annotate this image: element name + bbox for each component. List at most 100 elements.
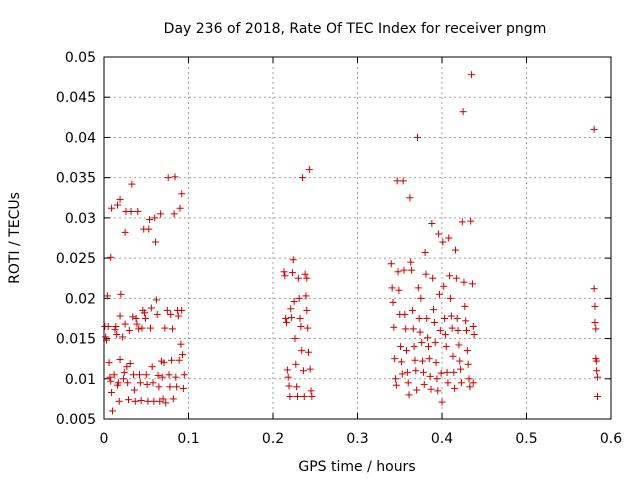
data-point — [590, 125, 598, 133]
data-point — [119, 333, 127, 341]
data-point — [290, 298, 298, 306]
data-point — [125, 327, 133, 335]
data-point — [303, 306, 311, 314]
y-axis-label: ROTI / TECUs — [7, 192, 23, 284]
x-tick-label: 0.4 — [431, 431, 453, 447]
data-point — [107, 253, 115, 261]
data-point — [449, 352, 457, 360]
data-point — [398, 370, 406, 378]
data-point — [415, 314, 423, 322]
data-point — [452, 246, 460, 254]
data-point — [298, 347, 306, 355]
x-tick-label: 0.3 — [346, 431, 368, 447]
data-point — [593, 373, 601, 381]
data-point — [115, 397, 123, 405]
data-point — [155, 383, 163, 391]
data-point — [440, 282, 448, 290]
data-point — [434, 387, 442, 395]
data-point — [176, 204, 184, 212]
y-tick-label: 0.04 — [65, 130, 96, 146]
data-point — [456, 357, 464, 365]
data-point — [442, 343, 450, 351]
data-point — [108, 204, 116, 212]
data-point — [126, 359, 134, 367]
data-point — [158, 373, 166, 381]
data-point — [289, 256, 297, 264]
data-point — [390, 323, 398, 331]
data-point — [104, 322, 112, 330]
data-point — [151, 214, 159, 222]
data-point — [150, 397, 158, 405]
data-point — [136, 379, 144, 387]
data-point — [399, 177, 407, 185]
data-point — [446, 272, 454, 280]
data-point — [469, 379, 477, 387]
data-point — [281, 272, 289, 280]
data-point — [397, 343, 405, 351]
data-point — [306, 365, 314, 373]
data-point — [130, 371, 138, 379]
data-point — [108, 407, 116, 415]
data-point — [459, 108, 467, 116]
data-point — [135, 325, 143, 333]
data-point — [413, 133, 421, 141]
data-point — [468, 71, 476, 79]
data-point — [590, 285, 598, 293]
data-point — [388, 284, 396, 292]
data-point — [443, 368, 451, 376]
data-point — [592, 325, 600, 333]
data-point — [296, 314, 304, 322]
data-point — [152, 296, 160, 304]
data-point — [407, 258, 415, 266]
data-point — [106, 373, 114, 381]
data-point — [299, 174, 307, 182]
data-point — [423, 314, 431, 322]
data-point — [128, 180, 136, 188]
data-point — [426, 372, 434, 380]
data-point — [175, 356, 183, 364]
data-point — [112, 322, 120, 330]
data-point — [463, 327, 471, 335]
data-point — [111, 326, 119, 334]
data-point — [164, 174, 172, 182]
data-point — [178, 190, 186, 198]
data-point — [408, 306, 416, 314]
data-point — [129, 313, 137, 321]
data-point — [465, 375, 473, 383]
data-point — [470, 331, 478, 339]
data-point — [168, 325, 176, 333]
data-point — [453, 314, 461, 322]
data-point — [154, 372, 162, 380]
data-point — [448, 324, 456, 332]
axis-ticks: 0 0.1 0.2 0.3 0.4 0.5 0.6 0.005 0.01 0.015 0.02 0.0… — [56, 50, 622, 447]
data-point — [308, 392, 316, 400]
data-point — [299, 367, 307, 375]
plot-frame — [103, 56, 612, 420]
data-point — [432, 359, 440, 367]
y-tick-label: 0.015 — [56, 332, 96, 348]
data-point — [591, 318, 599, 326]
data-point — [431, 339, 439, 347]
data-point — [392, 381, 400, 389]
data-point — [421, 248, 429, 256]
data-point — [288, 314, 296, 322]
data-point — [420, 380, 428, 388]
data-point — [466, 383, 474, 391]
data-point — [177, 340, 185, 348]
data-point — [157, 210, 165, 218]
x-tick-label: 0 — [100, 431, 109, 447]
data-point — [282, 314, 290, 322]
data-point — [437, 369, 445, 377]
data-point — [403, 347, 411, 355]
data-point — [173, 383, 181, 391]
data-point — [131, 397, 139, 405]
data-point — [304, 348, 312, 356]
data-point — [178, 306, 186, 314]
data-point — [180, 371, 188, 379]
data-point — [179, 384, 187, 392]
data-point — [174, 312, 182, 320]
data-point — [301, 270, 309, 278]
data-point — [467, 217, 475, 225]
data-point — [427, 385, 435, 393]
